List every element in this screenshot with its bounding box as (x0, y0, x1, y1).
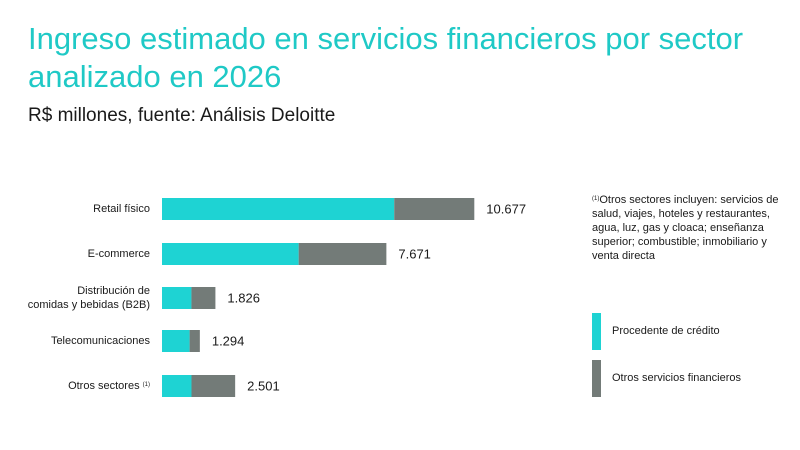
bar-segment (162, 243, 299, 265)
bar-segment (191, 375, 236, 397)
total-label: 1.826 (227, 290, 260, 306)
bar-segment (191, 287, 216, 309)
footnote-marker: (1) (142, 382, 150, 388)
legend-label: Procedente de crédito (612, 325, 720, 337)
category-label: Distribución de comidas y bebidas (B2B) (27, 285, 150, 311)
bar-segment (162, 287, 192, 309)
bar-segment (162, 198, 395, 220)
footnote: (1)Otros sectores incluyen: servicios de… (592, 193, 782, 263)
footnote-text: Otros sectores incluyen: servicios de sa… (592, 194, 779, 262)
category-label: Retail físico (93, 203, 150, 215)
bar-segment (162, 375, 192, 397)
total-label: 1.294 (211, 333, 245, 349)
bar-segment (189, 330, 200, 352)
total-label: 10.677 (486, 201, 527, 217)
footnote-marker: (1) (592, 196, 600, 202)
legend-swatch (592, 360, 601, 397)
bar-segment (162, 330, 190, 352)
chart-subtitle: R$ millones, fuente: Análisis Deloitte (28, 105, 336, 126)
chart-title: Ingreso estimado en servicios financiero… (28, 21, 744, 94)
legend-label: Otros servicios financieros (612, 372, 741, 384)
legend-swatch (592, 313, 601, 350)
total-label: 2.501 (247, 378, 280, 394)
bar-segment (394, 198, 475, 220)
total-label: 7.671 (398, 246, 431, 262)
category-label: Otros sectores (1) (68, 380, 150, 392)
category-label: Telecomunicaciones (50, 335, 150, 347)
category-label: E-commerce (87, 248, 150, 260)
bar-segment (298, 243, 387, 265)
